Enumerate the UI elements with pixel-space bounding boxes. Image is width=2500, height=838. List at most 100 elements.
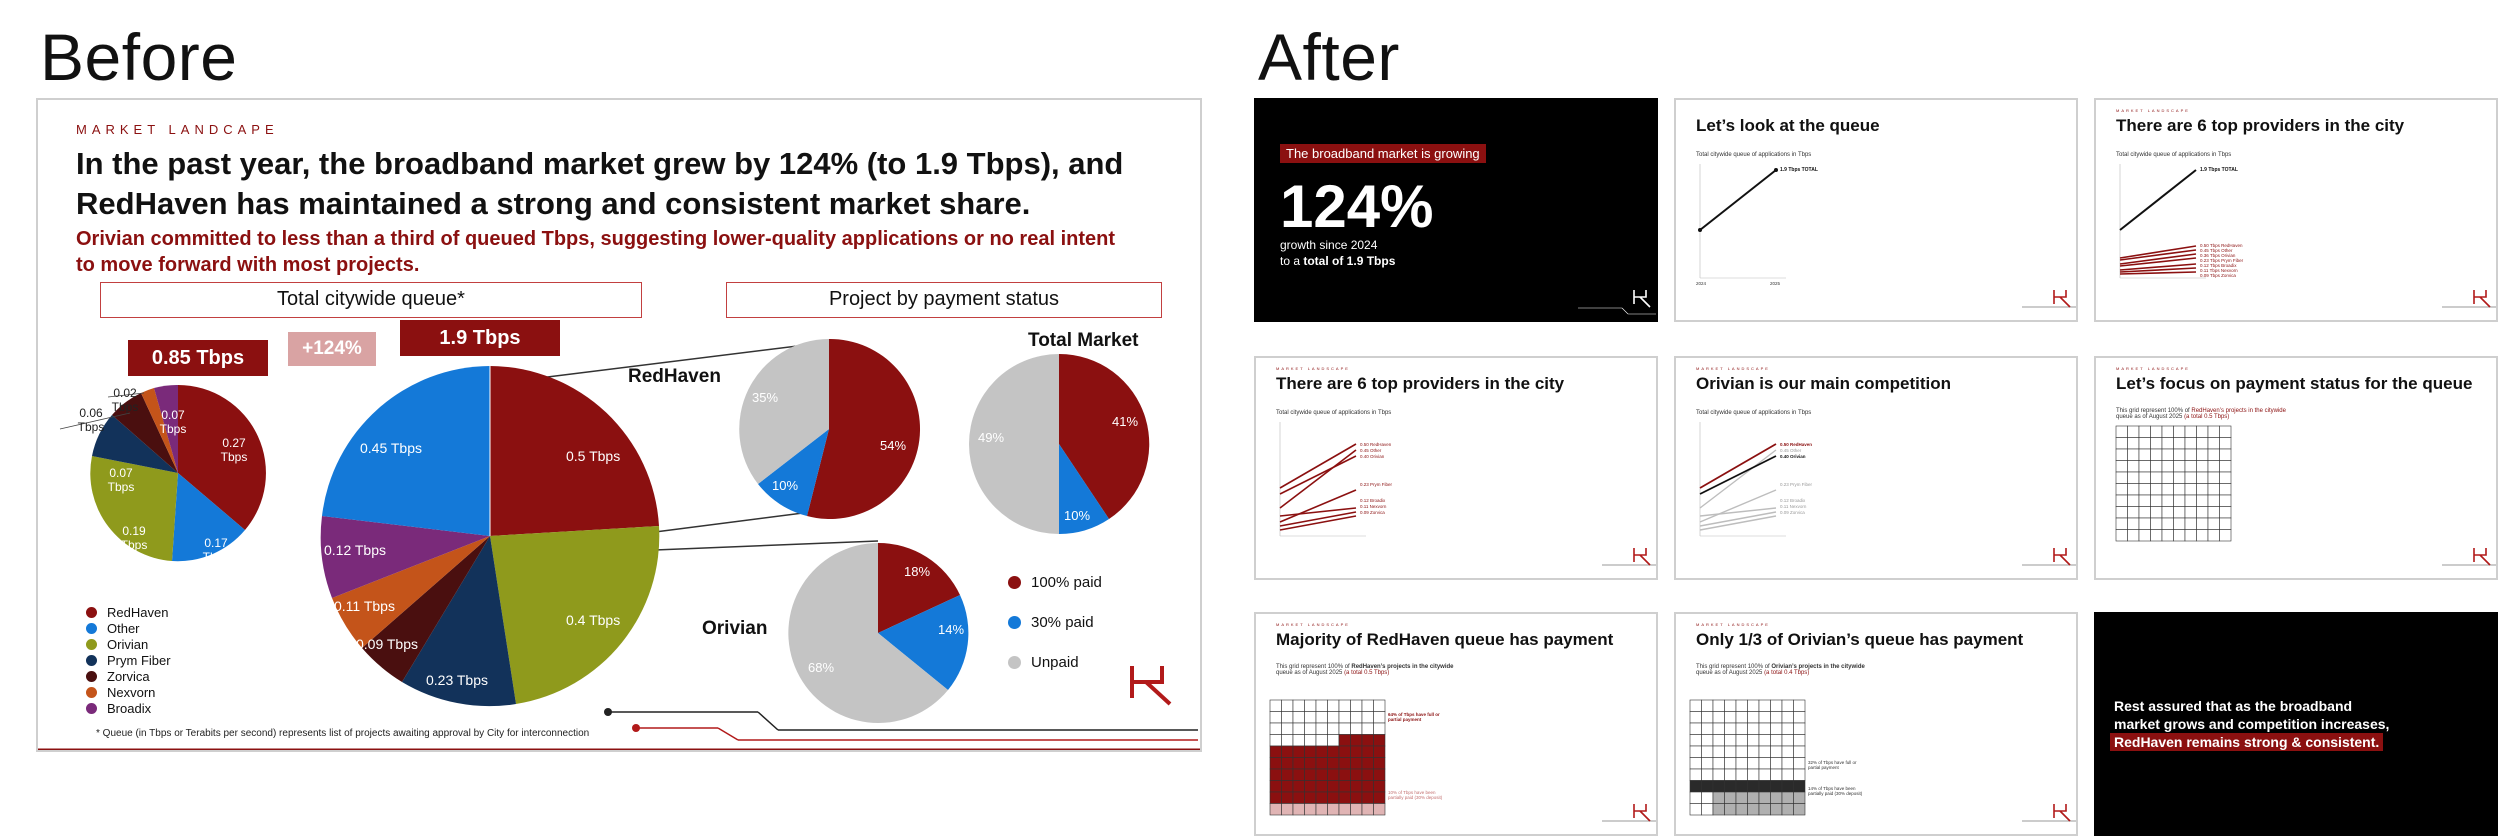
grid-cell <box>1735 803 1748 816</box>
grid-cell <box>1281 734 1294 747</box>
big-label-broadix: 0.12 Tbps <box>324 542 387 558</box>
s5-line-label: 0.12 Broadix <box>1780 498 1806 503</box>
after-slide-2: Let’s look at the queue Total citywide q… <box>1674 98 2078 322</box>
pill-current: 1.9 Tbps <box>400 320 560 356</box>
grid-cell <box>1338 757 1351 770</box>
grid-cell <box>1350 699 1363 712</box>
big-pie-prym <box>402 536 516 707</box>
grid-cell <box>1304 791 1317 804</box>
queue-box-label: Total citywide queue* <box>100 282 642 318</box>
grid-cell <box>1758 711 1771 724</box>
grid-cell <box>2127 425 2140 438</box>
s6-eyebrow: MARKET LANDSCAPE <box>2116 366 2190 371</box>
grid-cell <box>1781 745 1794 758</box>
before-subheadline: Orivian committed to less than a third o… <box>76 228 1116 276</box>
grid-cell <box>1712 757 1725 770</box>
grid-cell <box>2161 483 2174 496</box>
grid-cell <box>2115 517 2128 530</box>
grid-cell <box>2138 448 2151 461</box>
grid-cell <box>1712 722 1725 735</box>
grid-cell <box>1770 734 1783 747</box>
grid-cell <box>1758 780 1771 793</box>
small-pie-prym <box>92 415 178 473</box>
s4-line-label: 0.50 RedHaven <box>1360 442 1392 447</box>
grid-cell <box>1689 803 1702 816</box>
label-orivian: Orivian <box>702 618 768 639</box>
before-heading: Before <box>40 20 238 94</box>
grid-cell <box>1747 803 1760 816</box>
grid-cell <box>2161 506 2174 519</box>
grid-cell <box>1269 791 1282 804</box>
grid-cell <box>1724 734 1737 747</box>
grid-cell <box>1361 803 1374 816</box>
s5-sub: Total citywide queue of applications in … <box>1696 410 1812 416</box>
s9-line2: market grows and competition increases, <box>2114 716 2390 732</box>
s7-sub-bold: RedHaven’s projects in the citywide <box>1351 664 1454 670</box>
grid-cell <box>1701 699 1714 712</box>
grid-cell <box>1292 745 1305 758</box>
big-pie-zorvica <box>362 536 490 682</box>
grid-cell <box>2219 471 2232 484</box>
grid-cell <box>1712 768 1725 781</box>
grid-cell <box>1758 768 1771 781</box>
after-slide-9: Rest assured that as the broadband marke… <box>2094 612 2498 836</box>
legend-item: Broadix <box>86 700 171 716</box>
grid-cell <box>1304 722 1317 735</box>
grid-cell <box>1770 803 1783 816</box>
grid-cell <box>2219 529 2232 542</box>
s4-eyebrow: MARKET LANDSCAPE <box>1276 366 1350 371</box>
grid-cell <box>1770 699 1783 712</box>
or-pct-partial: 14% <box>938 622 965 637</box>
s1-line2-bold: total of 1.9 Tbps <box>1303 254 1396 268</box>
grid-cell <box>1712 780 1725 793</box>
s2-label: 1.9 Tbps TOTAL <box>1780 167 1818 173</box>
small-label-redhaven: 0.27 Tbps <box>220 436 248 464</box>
after-slide-8: MARKET LANDSCAPE Only 1/3 of Orivian’s q… <box>1674 612 2078 836</box>
grid-cell <box>2161 437 2174 450</box>
grid-cell <box>1338 699 1351 712</box>
legend-label: RedHaven <box>107 604 169 620</box>
tm-pct-full: 41% <box>1112 414 1139 429</box>
grid-cell <box>1781 757 1794 770</box>
s1-tag: The broadband market is growing <box>1280 144 1486 163</box>
legend-swatch <box>1008 655 1021 669</box>
big-label-nexvorn: 0.11 Tbps <box>334 598 395 614</box>
grid-cell <box>1269 745 1282 758</box>
rh-pay-partial <box>758 429 829 516</box>
s4-line-label: 0.11 Nexvorn <box>1360 504 1387 509</box>
s3-line-labels: 0.50 Tbps RedHaven 0.45 Tbps Other 0.36 … <box>2200 243 2243 278</box>
grid-cell <box>2115 448 2128 461</box>
big-label-orivian: 0.4 Tbps <box>566 612 621 628</box>
legend-label: Orivian <box>107 636 149 652</box>
grid-cell <box>2219 517 2232 530</box>
s7-sub-part: This grid represent 100% of <box>1276 664 1352 670</box>
grid-cell <box>1689 711 1702 724</box>
grid-cell <box>2219 425 2232 438</box>
legend-label: Zorvica <box>107 668 150 684</box>
grid-cell <box>1361 745 1374 758</box>
grid-cell <box>2161 517 2174 530</box>
s6-grid <box>2115 425 2496 566</box>
s2-title: Let’s look at the queue <box>1696 116 1880 135</box>
grid-cell <box>1781 803 1794 816</box>
s6-sub-red: (a total 0.5 Tbps) <box>2184 414 2230 420</box>
grid-cell <box>1338 780 1351 793</box>
grid-cell <box>2138 494 2151 507</box>
grid-cell <box>2150 506 2163 519</box>
grid-cell <box>1315 734 1328 747</box>
grid-cell <box>1781 699 1794 712</box>
brand-logo-icon <box>2473 548 2491 566</box>
grid-cell <box>1770 780 1783 793</box>
grid-cell <box>2115 460 2128 473</box>
grid-cell <box>1315 791 1328 804</box>
grid-cell <box>1747 699 1760 712</box>
small-pie-redhaven <box>178 385 266 530</box>
grid-cell <box>1361 757 1374 770</box>
grid-cell <box>1304 699 1317 712</box>
s8-eyebrow: MARKET LANDSCAPE <box>1696 622 1770 627</box>
grid-cell <box>1735 768 1748 781</box>
s3-line-label: 0.36 Tbps Orivian <box>2200 253 2236 258</box>
legend-item: Zorvica <box>86 668 171 684</box>
grid-cell <box>1361 699 1374 712</box>
grid-cell <box>1292 711 1305 724</box>
